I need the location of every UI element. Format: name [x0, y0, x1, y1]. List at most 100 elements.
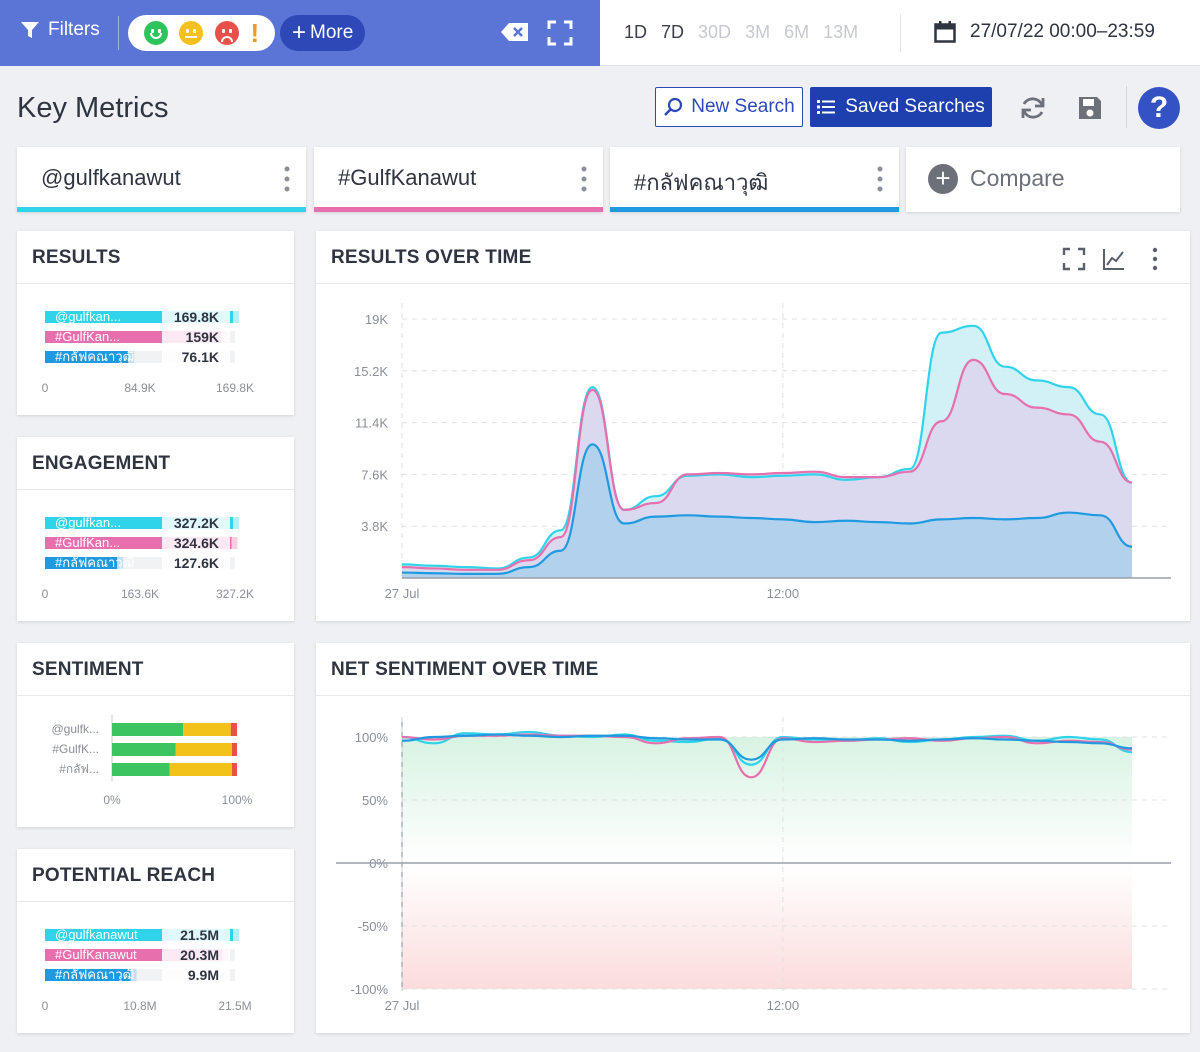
range-3m[interactable]: 3M — [745, 22, 771, 42]
kebab-menu-icon[interactable] — [1143, 247, 1167, 271]
refresh-icon[interactable] — [1019, 94, 1047, 122]
fullscreen-icon[interactable] — [547, 20, 573, 46]
stacked-bar-segment — [232, 763, 237, 776]
bar — [45, 351, 131, 363]
stacked-bar-segment — [230, 723, 237, 736]
tick-label: 12:00 — [767, 998, 800, 1013]
neutral-face-icon[interactable] — [179, 21, 204, 45]
sentiment-card: SENTIMENT @gulfk... #GulfK... #กลัฟ... 0% 10… — [17, 643, 294, 827]
query-tab-1[interactable]: @gulfkanawut — [17, 147, 306, 212]
card-title: RESULTS — [32, 247, 121, 268]
more-label: More — [310, 22, 354, 43]
expand-icon[interactable] — [1062, 247, 1086, 271]
results-bar-chart: @gulfkan... 169.8K #GulfKan... 159K #กลัฟคณา… — [42, 309, 254, 395]
kebab-menu-icon[interactable] — [284, 166, 290, 192]
kebab-menu-icon[interactable] — [581, 166, 587, 192]
data-label: 20.3M — [180, 947, 219, 963]
series-line — [401, 443, 1133, 576]
filters-button[interactable]: Filters — [20, 19, 100, 41]
list-icon — [817, 100, 836, 114]
tick-label: 12:00 — [767, 586, 800, 601]
tick-label: 21.5M — [218, 999, 251, 1013]
divider — [316, 283, 1190, 284]
bar-category-label: #กลัฟ... — [59, 762, 99, 776]
saved-searches-label: Saved Searches — [845, 96, 985, 117]
save-icon[interactable] — [1076, 94, 1104, 122]
query-label: #GulfKanawut — [338, 165, 477, 190]
clear-filters-icon[interactable] — [500, 22, 530, 42]
series-area — [402, 444, 1132, 578]
net-sentiment-chart: -100%-50%0%50%100%27 Jul 12:00 — [336, 717, 1171, 1013]
query-color-bar — [610, 207, 899, 212]
new-search-label: New Search — [691, 96, 795, 117]
bar-category-label: @gulfkan... — [55, 515, 121, 530]
sentiment-filter[interactable]: ! — [128, 15, 275, 51]
bar-category-label: @gulfkan... — [55, 309, 121, 324]
divider — [900, 14, 901, 52]
bar-category-label: @gulfk... — [51, 722, 99, 736]
range-1d[interactable]: 1D — [624, 22, 648, 42]
tick-label: 100% — [222, 793, 253, 807]
data-label: 324.6K — [174, 535, 219, 551]
value-bg — [162, 331, 230, 343]
query-color-bar — [314, 207, 603, 212]
stacked-bar-segment — [169, 763, 232, 776]
bar-cap — [233, 929, 239, 941]
engagement-card: ENGAGEMENT @gulfkan... 327.2K #GulfKan... 3… — [17, 437, 294, 621]
bar-cap — [128, 351, 135, 363]
range-30d[interactable]: 30D — [698, 22, 732, 42]
query-tab-3[interactable]: #กลัฟคณาวุฒิ — [610, 147, 899, 212]
query-color-bar — [17, 207, 306, 212]
line-chart-icon[interactable] — [1102, 247, 1126, 271]
bar-category-label: #กลัฟคณาวุฒิ — [55, 967, 134, 983]
compare-button[interactable]: + Compare — [906, 147, 1180, 212]
card-title: RESULTS OVER TIME — [331, 247, 532, 268]
date-range-text: 27/07/22 00:00–23:59 — [970, 21, 1155, 42]
tick-label: 0 — [42, 999, 49, 1013]
divider — [17, 901, 294, 902]
query-tab-2[interactable]: #GulfKanawut — [314, 147, 603, 212]
series-line — [401, 733, 1133, 779]
happy-face-icon[interactable] — [143, 21, 168, 45]
divider — [118, 16, 119, 50]
value-bg — [162, 537, 230, 549]
results-over-time-chart: 3.8K 7.6K 11.4K 15.2K 19K 27 Jul 12:00 — [354, 303, 1171, 601]
value-bg — [162, 517, 230, 529]
potential-reach-card: POTENTIAL REACH @gulfkanawut 21.5M #GulfKa… — [17, 849, 294, 1033]
card-title: ENGAGEMENT — [32, 453, 171, 474]
stacked-bar-segment — [183, 723, 231, 736]
data-label: 159K — [186, 329, 219, 345]
tick-label: 0 — [42, 381, 49, 395]
help-icon[interactable]: ? — [1138, 87, 1180, 129]
tick-label: 27 Jul — [385, 998, 420, 1013]
bar-cap — [231, 537, 238, 549]
range-7d[interactable]: 7D — [661, 22, 685, 42]
saved-searches-button[interactable]: Saved Searches — [810, 87, 992, 127]
kebab-menu-icon[interactable] — [877, 166, 883, 192]
add-circle-icon: + — [928, 164, 958, 194]
bar — [45, 969, 133, 981]
query-label: @gulfkanawut — [41, 165, 181, 190]
exclamation-icon[interactable]: ! — [250, 18, 260, 48]
tick-label: 163.6K — [121, 587, 159, 601]
new-search-button[interactable]: New Search — [655, 87, 803, 127]
bar-category-label: #กลัฟคณาวุฒิ — [55, 349, 134, 365]
date-range-picker[interactable]: 27/07/22 00:00–23:59 — [934, 21, 1155, 43]
divider — [17, 283, 294, 284]
tick-label: 15.2K — [354, 364, 388, 379]
bar-category-label: #GulfKan... — [55, 329, 120, 344]
series-line — [401, 733, 1133, 761]
data-label: 327.2K — [174, 515, 219, 531]
bar-category-label: #GulfKan... — [55, 535, 120, 550]
divider — [1126, 86, 1127, 128]
stacked-bar-segment — [232, 743, 237, 756]
range-13m[interactable]: 13M — [823, 22, 859, 42]
tick-label: -100% — [350, 982, 388, 997]
query-label: #กลัฟคณาวุฒิ — [634, 170, 769, 195]
sad-face-icon[interactable] — [214, 21, 239, 45]
more-filters-button[interactable]: + More — [280, 15, 366, 51]
tick-label: -50% — [358, 919, 389, 934]
plus-icon: + — [292, 19, 307, 46]
range-6m[interactable]: 6M — [784, 22, 810, 42]
value-bg — [162, 557, 230, 569]
